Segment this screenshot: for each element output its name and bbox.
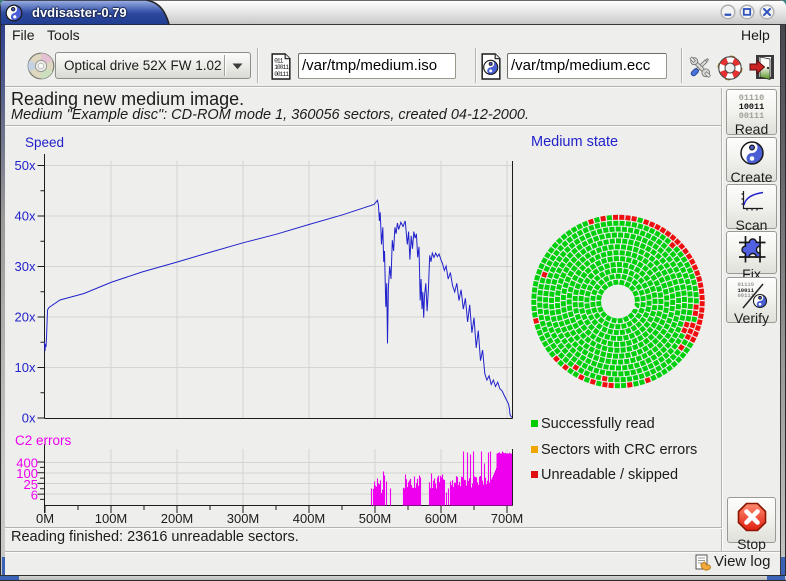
svg-text:200M: 200M <box>161 511 194 526</box>
svg-text:700M: 700M <box>491 511 524 526</box>
svg-text:Medium state: Medium state <box>531 134 618 150</box>
svg-text:300M: 300M <box>227 511 260 526</box>
svg-text:C2 errors: C2 errors <box>15 433 72 448</box>
svg-text:30x: 30x <box>15 259 36 274</box>
svg-text:00111: 00111 <box>274 71 289 78</box>
svg-text:400M: 400M <box>293 511 326 526</box>
svg-text:100M: 100M <box>95 511 128 526</box>
svg-text:011: 011 <box>274 57 284 64</box>
svg-text:100: 100 <box>16 466 38 481</box>
svg-text:6: 6 <box>31 488 38 503</box>
svg-text:600M: 600M <box>425 511 458 526</box>
svg-text:50x: 50x <box>15 158 36 173</box>
svg-text:10011: 10011 <box>274 64 289 71</box>
svg-text:500M: 500M <box>359 511 392 526</box>
svg-text:20x: 20x <box>15 310 36 325</box>
svg-text:10x: 10x <box>15 360 36 375</box>
svg-text:400: 400 <box>16 456 38 471</box>
svg-text:40x: 40x <box>15 209 36 224</box>
svg-text:25: 25 <box>24 477 38 492</box>
svg-text:Speed: Speed <box>25 135 64 150</box>
svg-text:0M: 0M <box>36 511 54 526</box>
svg-text:0x: 0x <box>22 411 36 426</box>
